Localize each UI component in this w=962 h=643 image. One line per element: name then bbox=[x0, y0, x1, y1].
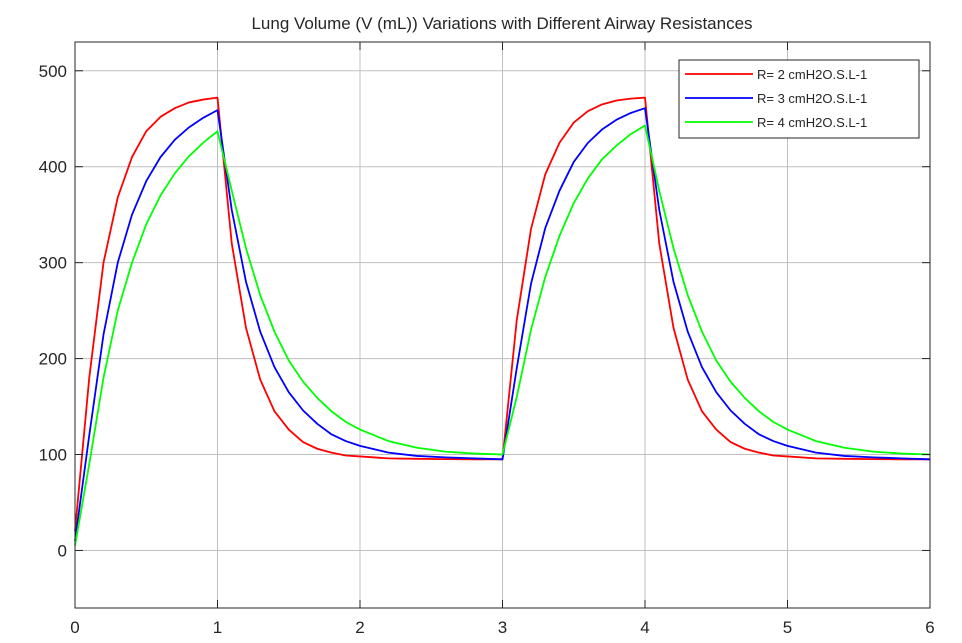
x-tick-label: 1 bbox=[213, 618, 222, 637]
x-tick-label: 4 bbox=[640, 618, 649, 637]
y-tick-label: 200 bbox=[39, 350, 67, 369]
legend-box bbox=[678, 59, 920, 139]
y-tick-label: 300 bbox=[39, 254, 67, 273]
x-tick-label: 2 bbox=[355, 618, 364, 637]
x-axis: 0 1 2 3 4 5 6 bbox=[70, 42, 935, 637]
y-tick-label: 0 bbox=[58, 541, 67, 560]
legend-label-3: R= 4 cmH2O.S.L-1 bbox=[757, 115, 867, 130]
legend-label-2: R= 3 cmH2O.S.L-1 bbox=[757, 91, 867, 106]
series-line-3 bbox=[74, 124, 931, 546]
legend-label-1: R= 2 cmH2O.S.L-1 bbox=[757, 67, 867, 82]
chart-title: Lung Volume (V (mL)) Variations with Dif… bbox=[251, 14, 752, 33]
y-tick-label: 500 bbox=[39, 62, 67, 81]
legend: R= 2 cmH2O.S.L-1 R= 3 cmH2O.S.L-1 R= 4 cmH… bbox=[678, 59, 920, 139]
series-lines bbox=[74, 96, 931, 546]
grid-lines bbox=[74, 42, 931, 608]
y-axis: 0 100 200 300 400 500 bbox=[39, 62, 930, 560]
y-tick-label: 100 bbox=[39, 446, 67, 465]
x-tick-label: 5 bbox=[783, 618, 792, 637]
y-tick-label: 400 bbox=[39, 158, 67, 177]
series-line-2 bbox=[74, 107, 931, 541]
x-tick-label: 3 bbox=[498, 618, 507, 637]
x-tick-label: 6 bbox=[925, 618, 934, 637]
x-tick-label: 0 bbox=[70, 618, 79, 637]
